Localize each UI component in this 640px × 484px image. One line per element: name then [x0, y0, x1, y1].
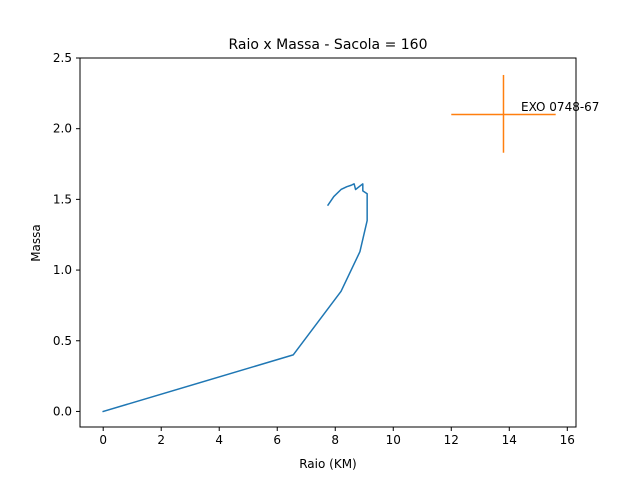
error-point-label: EXO 0748-67: [521, 100, 599, 114]
x-tick-label: 0: [99, 433, 107, 447]
x-tick-label: 16: [560, 433, 575, 447]
y-tick-label: 2.0: [53, 122, 72, 136]
plot-layer: [102, 74, 556, 413]
x-tick-label: 6: [273, 433, 281, 447]
y-tick-label: 0.5: [53, 334, 72, 348]
y-tick-label: 2.5: [53, 51, 72, 65]
y-tick-label: 1.5: [53, 192, 72, 206]
y-tick-label: 0.0: [53, 404, 72, 418]
x-tick-label: 12: [444, 433, 459, 447]
y-axis-label: Massa: [29, 224, 43, 262]
x-tick-label: 2: [157, 433, 165, 447]
axes-frame: [79, 57, 577, 428]
y-tick-label: 1.0: [53, 263, 72, 277]
tick-layer: 0 2 4 6 8 10 12 14 16 0.0 0.5 1.0 1.5 2.0 2.5: [53, 51, 575, 447]
x-axis-label: Raio (KM): [299, 457, 357, 471]
x-tick-label: 10: [386, 433, 401, 447]
series-line-0: [102, 183, 368, 413]
x-tick-label: 4: [215, 433, 223, 447]
x-tick-label: 14: [502, 433, 517, 447]
chart-title: Raio x Massa - Sacola = 160: [229, 37, 428, 53]
x-tick-label: 8: [331, 433, 339, 447]
